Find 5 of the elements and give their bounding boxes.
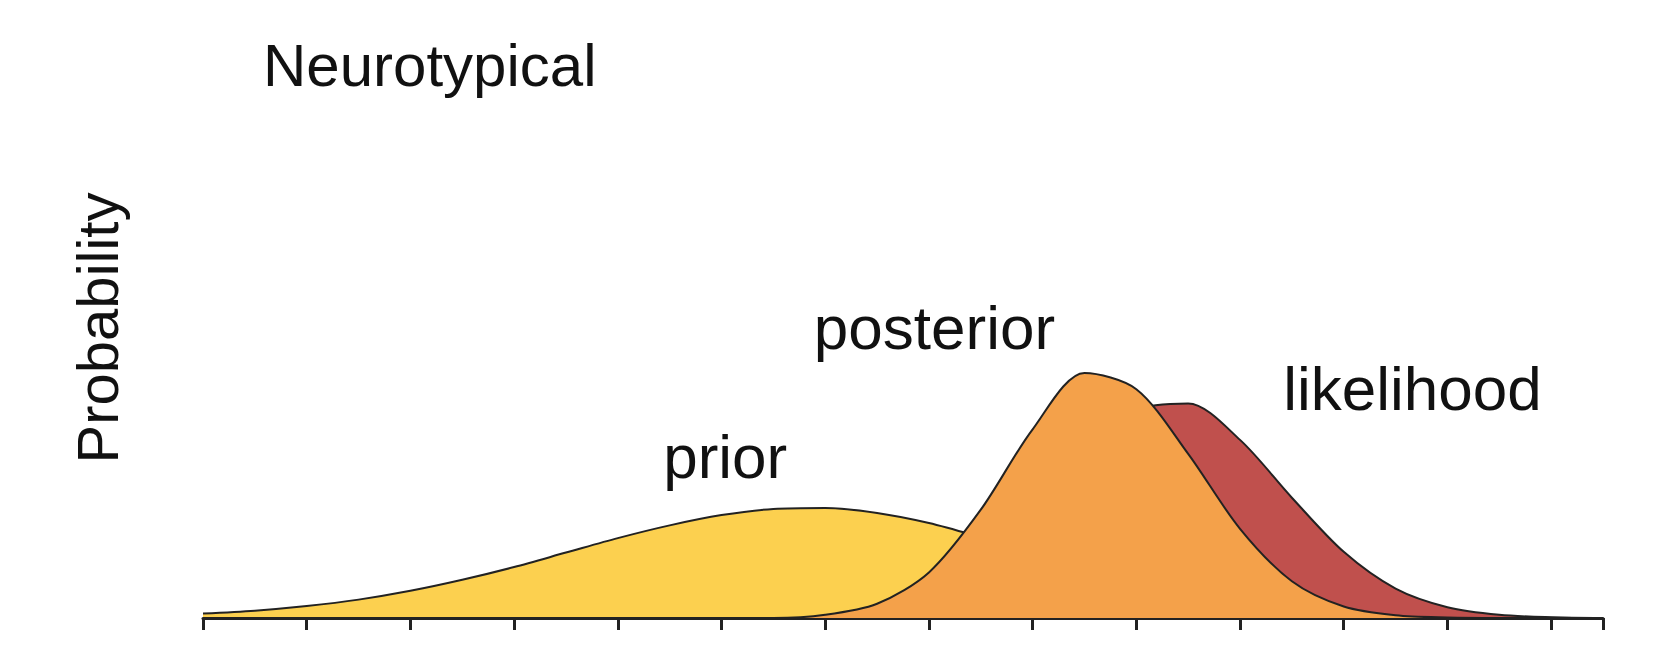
series-label: prior [663,422,788,492]
series-label: likelihood [1283,353,1542,423]
chart-title: Neurotypical [263,31,597,99]
series-label: posterior [813,292,1056,362]
y-axis-title: Probability [64,192,130,464]
